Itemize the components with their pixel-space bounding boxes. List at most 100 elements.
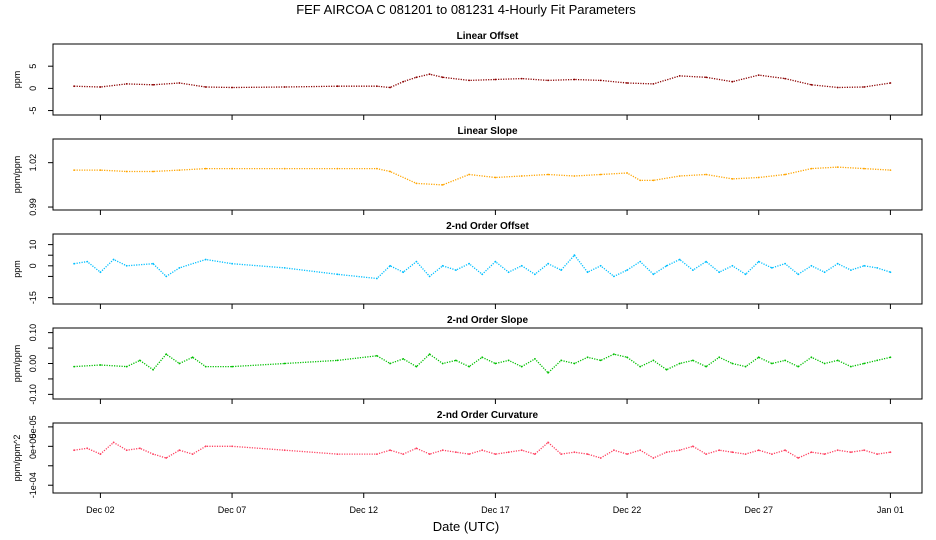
- x-tick-label: Dec 07: [218, 505, 247, 515]
- panel-4: 2-nd Order Slope ppm/ppm -0.10 0.00 0.10: [12, 315, 923, 405]
- data-point: [191, 453, 194, 455]
- data-point: [836, 359, 839, 362]
- y-tick-label: 1.02: [28, 154, 38, 172]
- data-point: [283, 86, 286, 88]
- data-point: [455, 269, 457, 271]
- series-line: [74, 166, 891, 186]
- data-point: [692, 445, 694, 448]
- data-point: [376, 453, 378, 455]
- x-tick-label: Dec 02: [86, 505, 115, 515]
- data-point: [520, 175, 523, 177]
- data-point: [757, 449, 760, 452]
- data-point: [283, 167, 286, 170]
- data-point: [73, 449, 75, 452]
- data-point: [389, 170, 391, 173]
- data-point: [99, 271, 102, 274]
- data-point: [152, 170, 155, 173]
- data-point: [863, 449, 865, 452]
- data-point: [692, 359, 694, 362]
- data-point: [823, 271, 826, 274]
- panel-title: 2-nd Order Offset: [446, 221, 529, 232]
- data-point: [889, 451, 892, 454]
- data-point: [757, 260, 760, 263]
- y-tick-label: 0.00: [28, 355, 38, 373]
- data-point: [784, 173, 786, 176]
- data-point: [784, 262, 786, 265]
- panel-title: 2-nd Order Slope: [447, 315, 529, 326]
- data-point: [402, 358, 405, 360]
- data-point: [152, 262, 155, 265]
- data-point: [797, 365, 800, 368]
- data-point: [376, 277, 378, 280]
- data-point: [731, 451, 734, 454]
- data-point: [850, 269, 852, 271]
- data-point: [652, 179, 655, 182]
- data-point: [876, 453, 879, 455]
- data-point: [705, 173, 707, 176]
- data-point: [152, 453, 155, 455]
- data-point: [507, 359, 510, 362]
- data-point: [863, 167, 865, 170]
- data-point: [797, 457, 800, 459]
- data-point: [639, 260, 642, 263]
- data-point: [626, 82, 628, 84]
- data-point: [204, 86, 207, 88]
- data-point: [573, 175, 576, 177]
- data-point: [455, 359, 457, 362]
- data-point: [586, 356, 589, 359]
- data-point: [139, 447, 141, 450]
- data-point: [547, 173, 549, 176]
- series-line: [74, 73, 891, 89]
- data-point: [784, 359, 786, 362]
- data-point: [573, 78, 576, 81]
- y-tick-label: -1e-04: [28, 472, 38, 498]
- data-point: [336, 359, 339, 362]
- data-point: [389, 449, 391, 452]
- data-point: [692, 269, 694, 271]
- data-point: [850, 365, 852, 368]
- y-tick-label: 10: [28, 240, 38, 250]
- plot-frame: [52, 422, 923, 494]
- data-point: [336, 273, 339, 276]
- data-point: [757, 356, 760, 359]
- series-line: [73, 254, 891, 280]
- data-point: [836, 86, 839, 89]
- data-point: [678, 449, 681, 452]
- plot-frame: [52, 327, 923, 400]
- y-axis-label: ppm: [12, 260, 22, 278]
- data-point: [705, 260, 707, 263]
- panel-title: 2-nd Order Curvature: [437, 410, 539, 421]
- data-point: [125, 264, 128, 267]
- data-point: [112, 441, 115, 444]
- data-point: [705, 76, 707, 79]
- data-point: [152, 83, 155, 86]
- data-point: [889, 356, 892, 359]
- data-point: [428, 453, 431, 455]
- series-line: [74, 353, 891, 374]
- data-point: [376, 85, 378, 88]
- data-point: [560, 453, 563, 455]
- data-point: [152, 368, 155, 371]
- data-point: [810, 264, 813, 267]
- data-point: [665, 264, 668, 267]
- data-point: [99, 453, 102, 455]
- y-axis-label: ppm/ppm^2: [12, 435, 22, 482]
- data-point: [178, 82, 181, 84]
- data-point: [441, 184, 444, 186]
- panel-5: 2-nd Order Curvature ppm/ppm^2 -1e-04 0e+00…: [12, 410, 923, 515]
- data-point: [705, 453, 707, 455]
- y-tick-label: 0: [28, 263, 38, 268]
- data-point: [481, 356, 484, 359]
- data-point: [652, 359, 655, 362]
- y-tick-label: 0: [28, 86, 38, 91]
- data-point: [520, 449, 523, 452]
- data-point: [534, 358, 536, 360]
- data-point: [599, 457, 602, 459]
- data-point: [731, 362, 734, 365]
- data-point: [599, 79, 602, 82]
- panel-title: Linear Slope: [457, 126, 517, 137]
- y-tick-label: -5: [28, 107, 38, 115]
- data-point: [494, 362, 497, 365]
- data-point: [863, 86, 865, 88]
- data-point: [231, 86, 234, 89]
